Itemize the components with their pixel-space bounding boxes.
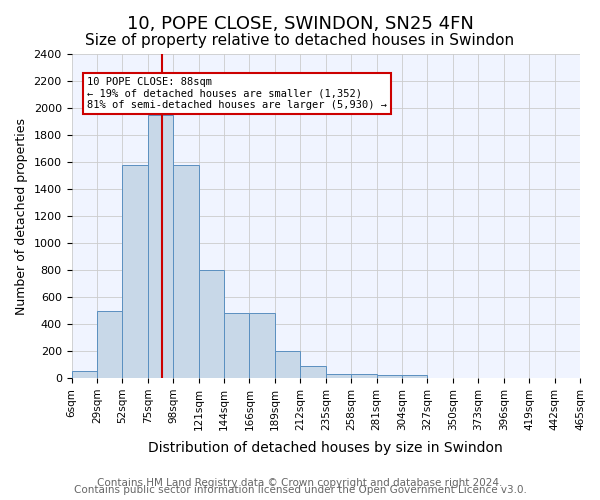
Text: 10 POPE CLOSE: 88sqm
← 19% of detached houses are smaller (1,352)
81% of semi-de: 10 POPE CLOSE: 88sqm ← 19% of detached h… <box>87 76 387 110</box>
X-axis label: Distribution of detached houses by size in Swindon: Distribution of detached houses by size … <box>148 441 503 455</box>
Bar <box>351 374 377 378</box>
Bar <box>301 366 326 378</box>
Bar <box>275 351 301 378</box>
Bar <box>250 313 275 378</box>
Bar <box>148 115 173 378</box>
Bar <box>402 376 427 378</box>
Bar <box>199 270 224 378</box>
Text: Contains HM Land Registry data © Crown copyright and database right 2024.: Contains HM Land Registry data © Crown c… <box>97 478 503 488</box>
Bar <box>71 372 97 378</box>
Bar <box>97 310 122 378</box>
Bar <box>377 376 402 378</box>
Text: 10, POPE CLOSE, SWINDON, SN25 4FN: 10, POPE CLOSE, SWINDON, SN25 4FN <box>127 15 473 33</box>
Bar <box>173 164 199 378</box>
Bar <box>224 313 250 378</box>
Text: Size of property relative to detached houses in Swindon: Size of property relative to detached ho… <box>85 32 515 48</box>
Y-axis label: Number of detached properties: Number of detached properties <box>15 118 28 314</box>
Text: Contains public sector information licensed under the Open Government Licence v3: Contains public sector information licen… <box>74 485 526 495</box>
Bar <box>326 374 351 378</box>
Bar <box>122 164 148 378</box>
